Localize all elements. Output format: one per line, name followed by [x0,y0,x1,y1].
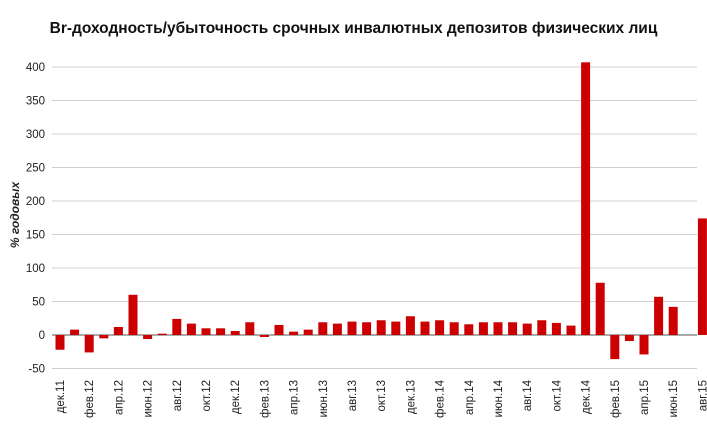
bar [99,335,109,339]
bar [318,322,328,335]
bar [508,322,518,335]
x-tick-label: дек.14 [581,379,593,414]
x-tick-label: апр.12 [113,380,125,415]
y-tick-label: 400 [26,62,45,74]
bar [362,322,372,335]
x-tick-label: апр.13 [289,380,301,415]
bar [230,330,240,335]
x-tick-label: апр.14 [464,379,476,415]
bar [537,320,547,335]
bar [84,335,94,353]
x-tick-label: окт.12 [201,380,213,412]
bar [347,321,357,335]
y-axis-ticks: -50 0 50 100 150 200 250 300 350 400 [26,62,45,376]
chart-title: Br-доходность/убыточность срочных инвалю… [49,20,658,37]
x-tick-label: дек.11 [55,380,67,413]
y-tick-label: 200 [26,196,45,208]
bar [697,218,707,335]
bar [435,320,445,335]
bar [201,328,211,335]
x-tick-label: авг.15 [697,380,707,411]
x-tick-label: окт.14 [551,379,563,411]
bar [668,306,678,335]
x-tick-label: окт.13 [376,380,388,412]
bar [274,324,284,335]
bar [654,296,664,335]
bar [172,318,182,335]
bar [639,335,649,355]
bar [245,322,255,335]
x-tick-label: июн.15 [668,380,680,417]
x-tick-label: апр.15 [639,380,651,415]
y-tick-label: 50 [32,297,45,309]
bar [522,323,532,335]
bar [70,329,80,335]
bar [143,335,153,340]
bar [303,329,313,335]
y-tick-label: 300 [26,129,45,141]
bar [478,322,488,335]
y-axis-title: % годовых [8,180,22,248]
x-tick-label: июн.13 [318,380,330,417]
x-tick-label: авг.13 [347,380,359,411]
bar [610,335,620,360]
bar [332,323,342,335]
bar [391,321,401,335]
x-tick-label: июн.14 [493,379,505,417]
y-tick-label: -50 [28,364,45,376]
x-tick-label: авг.14 [522,379,534,411]
x-tick-label: дек.12 [230,380,242,414]
x-tick-label: фев.13 [259,380,271,418]
x-tick-label: авг.12 [172,380,184,411]
bar [157,333,167,335]
bar [449,322,459,335]
bar [566,325,576,335]
x-axis-ticks: дек.11 фев.12 апр.12 июн.12 авг.12 окт.12 дек.… [55,379,707,418]
bar [581,62,591,336]
y-tick-label: 350 [26,96,45,108]
x-tick-label: дек.13 [405,380,417,414]
bar [128,294,138,335]
bar [186,323,196,335]
y-tick-label: 150 [26,230,45,242]
bar [551,322,561,335]
y-tick-label: 250 [26,163,45,175]
y-tick-label: 100 [26,263,45,275]
bar [493,322,503,335]
x-tick-label: июн.12 [143,380,155,417]
bar [420,321,430,335]
y-tick-label: 0 [39,330,45,342]
bar [259,335,269,338]
bar [624,335,634,342]
bar [376,320,386,335]
x-tick-label: фев.14 [435,379,447,418]
bars [55,62,707,360]
bar [464,324,474,335]
x-tick-label: фев.12 [84,380,96,418]
x-tick-label: фев.15 [610,380,622,418]
bar [216,328,226,335]
bar [405,316,415,335]
bar [289,331,299,335]
bar [595,282,605,335]
bar [55,335,65,350]
bar [113,326,123,335]
